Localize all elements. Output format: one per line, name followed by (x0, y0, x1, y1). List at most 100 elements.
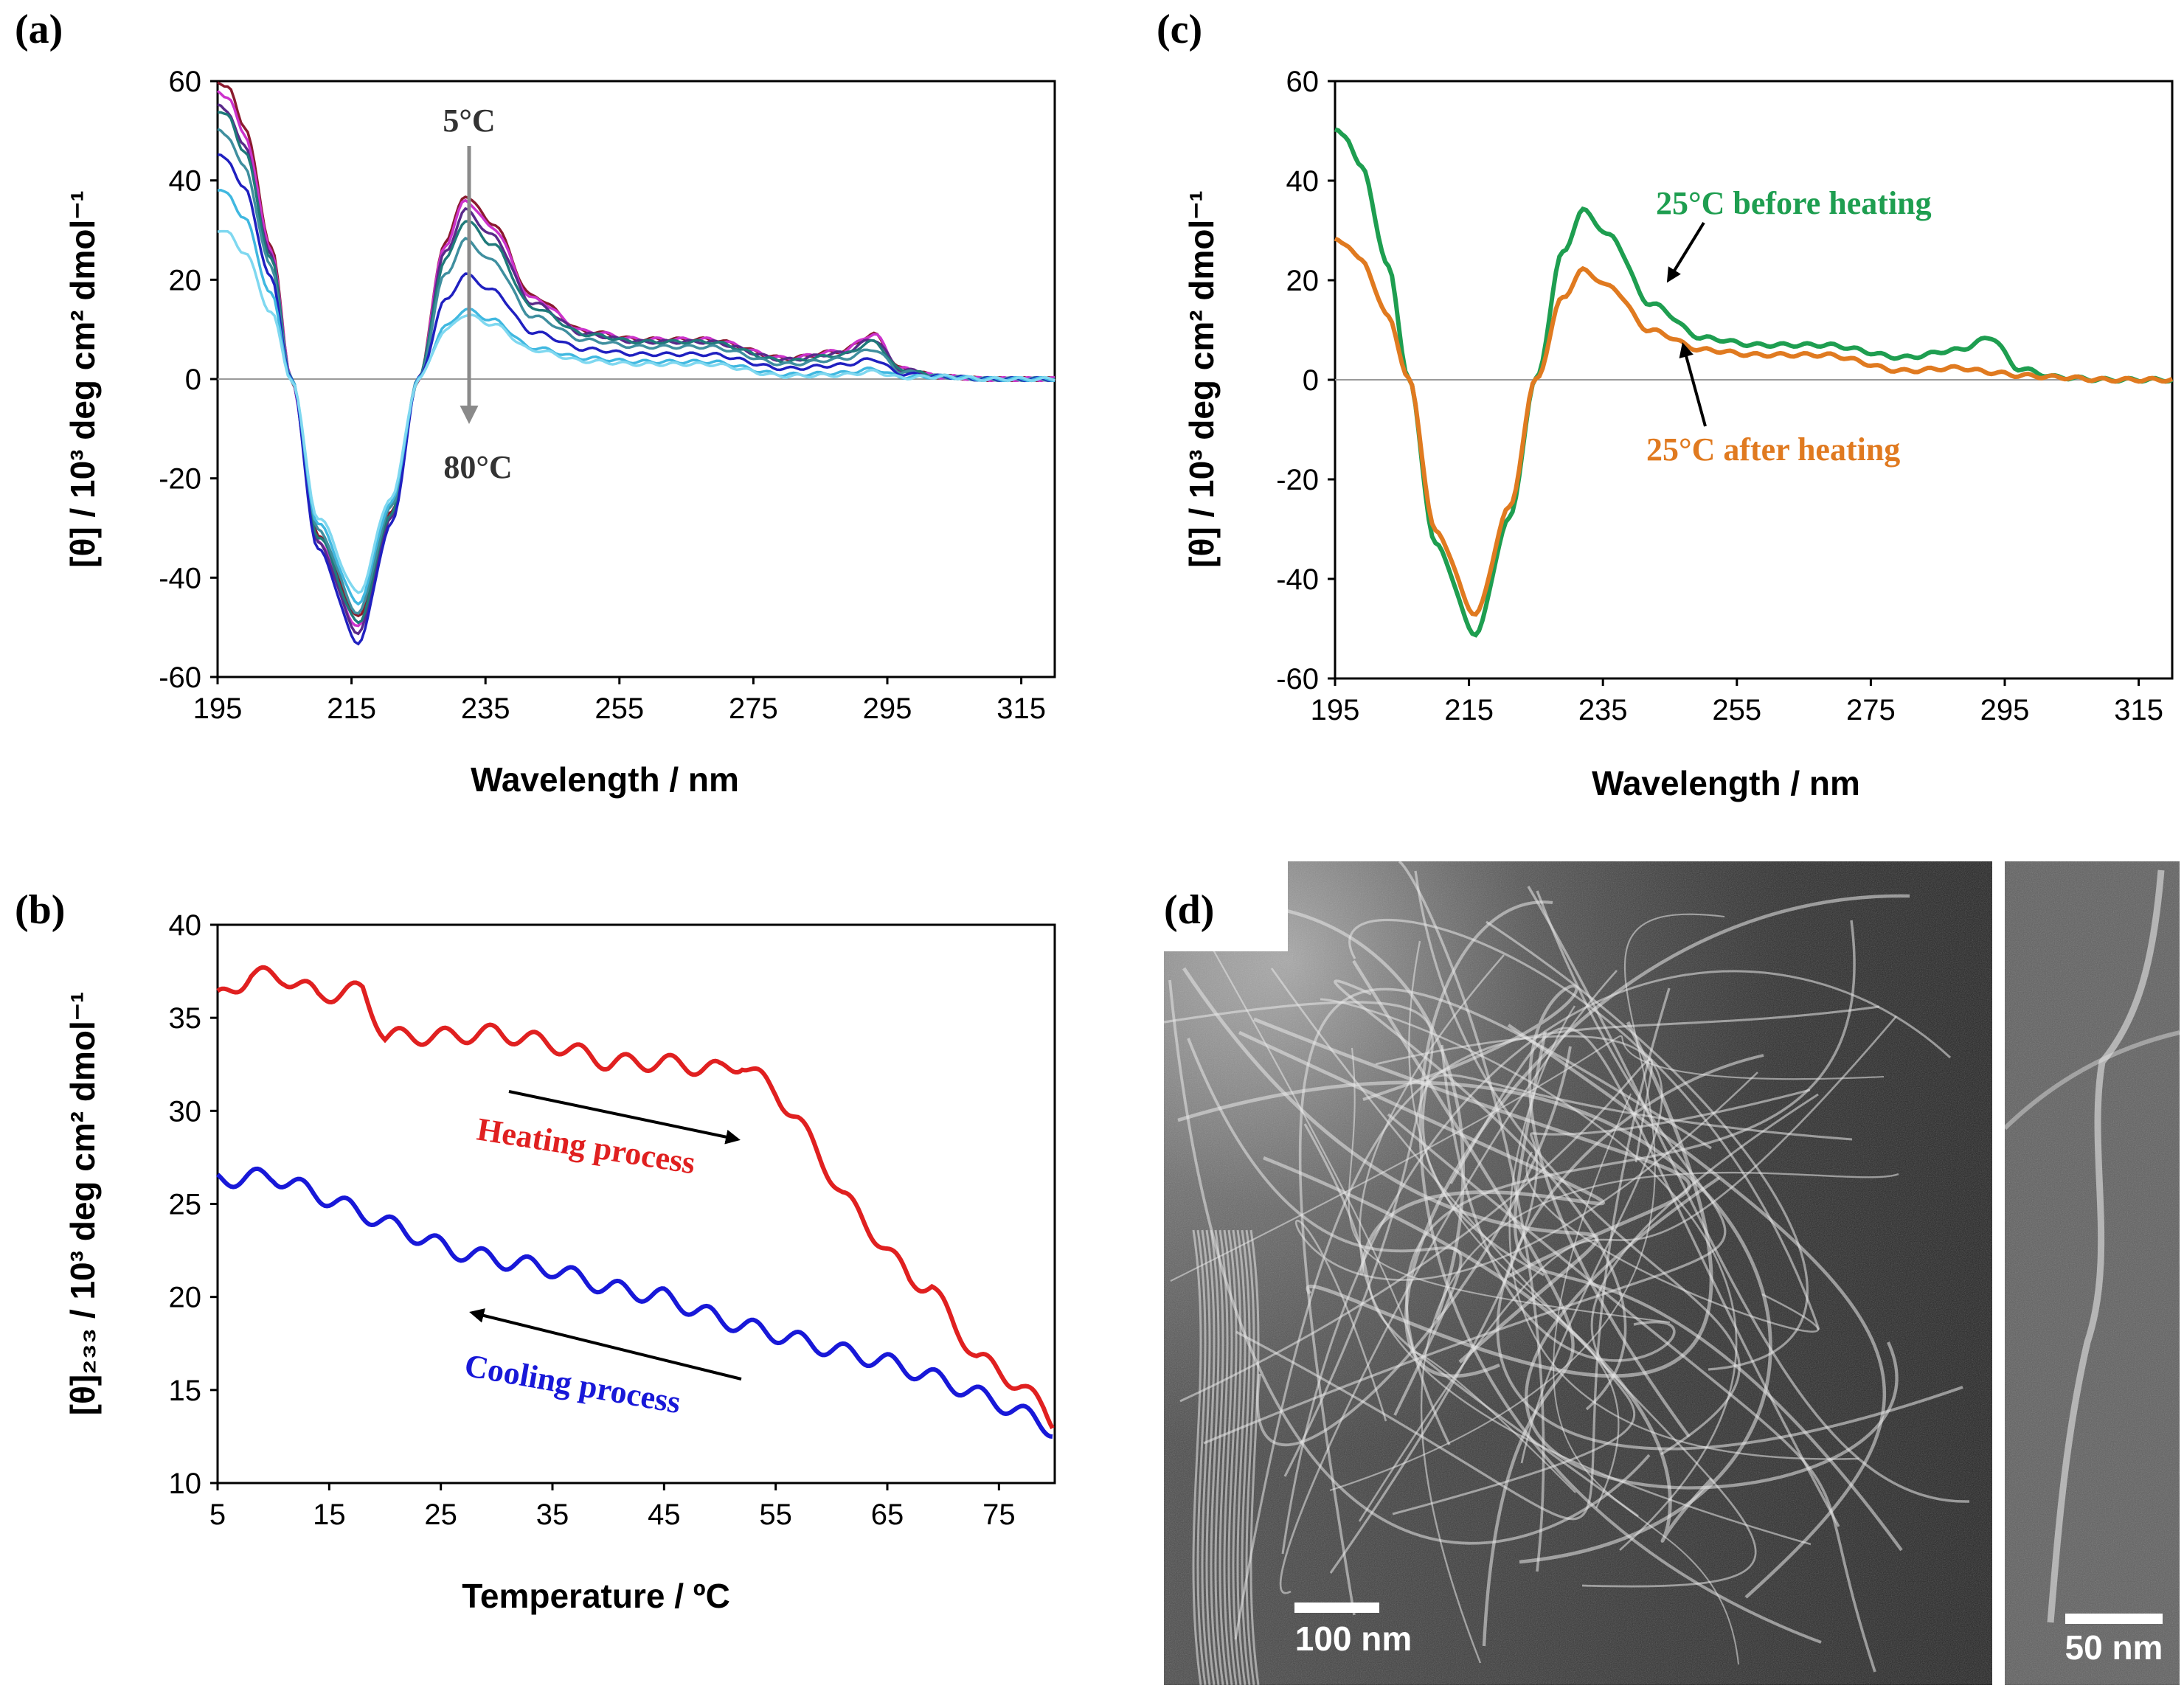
panel-label-a: (a) (15, 7, 63, 52)
fibril (1392, 1093, 1819, 1515)
ytick-label: 30 (169, 1095, 202, 1128)
fibril (1249, 1229, 1260, 1685)
chart-a-annot-top: 5°C (443, 103, 495, 139)
ytick-label: 20 (169, 1282, 202, 1314)
tem-inset-fiber (2047, 869, 2165, 1623)
fibril (1179, 1058, 1654, 1403)
fibril (1203, 890, 1727, 1445)
series-line (217, 229, 1055, 594)
panel-label-b: (b) (15, 887, 65, 933)
scalebar-inset-label: 50 nm (2065, 1628, 2163, 1667)
xtick-label: 215 (1444, 694, 1494, 726)
series-line (1334, 236, 2174, 617)
tem-fibers (1164, 861, 1970, 1685)
fibril (1236, 1229, 1247, 1685)
chart-c-arrow-before (1666, 221, 1705, 283)
xtick-label: 15 (313, 1499, 346, 1531)
tem-white-corner (1164, 855, 1288, 951)
panel-label-d: (d) (1164, 887, 1214, 933)
ytick-label: 60 (169, 66, 202, 98)
ytick-label: -60 (1276, 663, 1319, 695)
panel-label-c: (c) (1157, 7, 1202, 52)
fibril (1525, 1176, 1899, 1490)
xtick-label: 275 (1846, 694, 1896, 726)
chart-a: -60 -40 -20 0 20 40 60 195 215 235 255 275 295 315 W… (63, 66, 1056, 799)
fibril (1352, 959, 1575, 1647)
ytick-label: 40 (169, 165, 202, 198)
chart-c-ylabel: [θ] / 10³ deg cm² dmol⁻¹ (1182, 190, 1221, 568)
fibril (1449, 1027, 1840, 1527)
ytick-label: 10 (169, 1468, 202, 1500)
ytick-label: 40 (169, 909, 202, 942)
fibril (1414, 870, 1741, 1456)
fibril (1235, 987, 1671, 1521)
chart-b-xlabel: Temperature / ºC (462, 1577, 730, 1615)
fibril (1218, 1229, 1229, 1685)
series-line (217, 153, 1055, 646)
chart-c-label-after: 25°C after heating (1646, 431, 1900, 468)
xtick-label: 195 (193, 692, 243, 725)
xtick-label: 315 (996, 692, 1046, 725)
ytick-label: 35 (169, 1002, 202, 1035)
xtick-label: 45 (648, 1499, 681, 1531)
chart-c-xlabel: Wavelength / nm (1592, 764, 1860, 802)
fibril (1553, 1093, 1739, 1665)
fibril (1334, 979, 1627, 1411)
fibril (1486, 920, 1809, 1371)
tem-panel: (d) 100 nm 50 nm (1164, 855, 2180, 1685)
ytick-label: 15 (169, 1375, 202, 1407)
ytick-label: 60 (1286, 66, 1320, 98)
chart-c-label-before: 25°C before heating (1656, 185, 1932, 221)
ytick-label: 20 (1286, 265, 1320, 297)
fibril (1405, 920, 1856, 1445)
fibril (1362, 985, 1691, 1438)
fibril (1408, 940, 1620, 1509)
scalebar-main-bar (1294, 1603, 1379, 1613)
series-line (217, 81, 1055, 618)
fibril (1168, 979, 1651, 1545)
ytick-label: 20 (169, 264, 202, 296)
chart-b-ylabel: [θ]₂₃₃ / 10³ deg cm² dmol⁻¹ (63, 992, 102, 1416)
xtick-label: 75 (982, 1499, 1016, 1531)
fibril (1358, 1015, 1898, 1522)
cooling-arrow (469, 1308, 742, 1381)
heating-label: Heating process (474, 1111, 698, 1181)
xtick-label: 315 (2114, 694, 2163, 726)
xtick-label: 55 (759, 1499, 792, 1531)
fibril (1263, 1156, 1713, 1543)
fibril (1210, 1229, 1220, 1685)
fibril (1201, 1229, 1211, 1685)
series-line (215, 1166, 1053, 1439)
ytick-label: -40 (159, 562, 201, 594)
ytick-label: -20 (159, 463, 201, 496)
fibril (1192, 1229, 1202, 1685)
xtick-label: 235 (1578, 694, 1628, 726)
fibril (1418, 900, 1822, 1644)
fibril (1329, 913, 1725, 1491)
fibril (1223, 1229, 1233, 1685)
xtick-label: 25 (424, 1499, 457, 1531)
series-line (216, 89, 1055, 628)
xtick-label: 5 (209, 1499, 226, 1531)
ytick-label: 0 (1303, 364, 1319, 397)
fibril (1294, 1072, 1758, 1422)
scalebar-main-label: 100 nm (1295, 1619, 1412, 1658)
ytick-label: 25 (169, 1189, 202, 1221)
fibril (1227, 1229, 1238, 1685)
xtick-label: 35 (536, 1499, 569, 1531)
xtick-label: 295 (863, 692, 912, 725)
xtick-label: 255 (594, 692, 644, 725)
fibril (1348, 918, 1820, 1330)
fibril (1421, 1171, 1899, 1664)
fibril (1232, 1229, 1242, 1685)
fibril (1245, 1229, 1255, 1685)
ytick-label: -20 (1276, 464, 1319, 496)
chart-b: 10 15 20 25 30 35 40 5 15 25 35 45 55 65 75 Temperatu… (63, 909, 1056, 1615)
fibril (1170, 1035, 1885, 1282)
xtick-label: 65 (871, 1499, 904, 1531)
series-line (217, 111, 1055, 625)
chart-c: -60 -40 -20 0 20 40 60 195 215 235 255 275 295 315 W… (1182, 66, 2174, 802)
fibril (1513, 1031, 1903, 1552)
fibril (1281, 970, 1952, 1555)
